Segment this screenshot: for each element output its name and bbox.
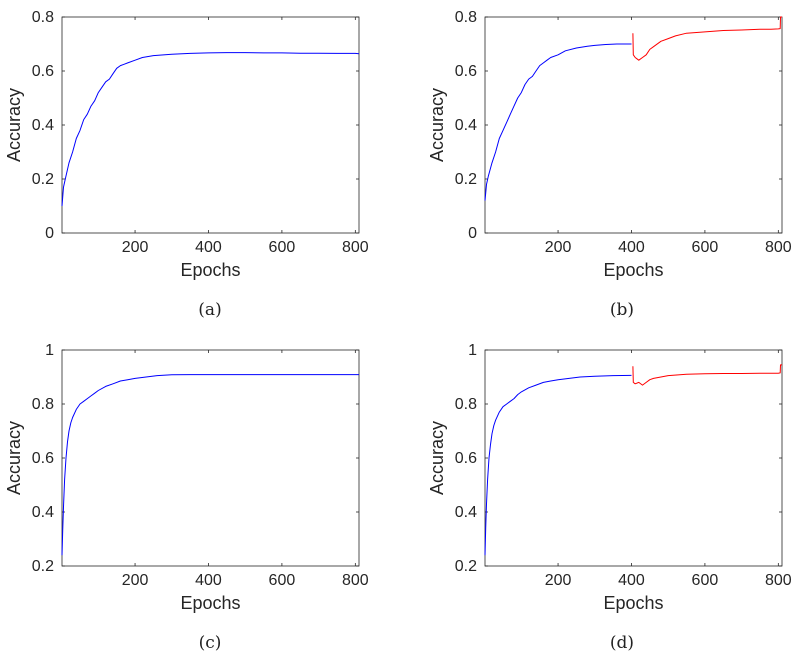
series-line-a-0 <box>61 52 360 207</box>
y-tick-label-c-0: 0.2 <box>32 558 54 575</box>
y-tick-label-d-2: 0.6 <box>455 450 477 467</box>
y-tick-label-a-0: 0 <box>45 225 54 242</box>
y-tick-label-d-1: 0.4 <box>455 504 477 521</box>
x-tick-label-a-2: 600 <box>269 239 296 256</box>
x-tick-label-a-3: 800 <box>342 239 369 256</box>
y-axis-label-d: Accuracy <box>427 421 447 495</box>
x-tick-label-a-1: 400 <box>195 239 222 256</box>
series-line-b-0 <box>484 43 632 201</box>
y-tick-label-b-0: 0 <box>468 225 477 242</box>
y-tick-label-b-1: 0.2 <box>455 171 477 188</box>
y-tick-label-c-1: 0.4 <box>32 504 54 521</box>
panel-d: 200 400 600 800 0.2 0.4 0.6 0.8 1 Epochs Accuracy <box>427 342 792 613</box>
y-tick-label-b-2: 0.4 <box>455 117 477 134</box>
axes-box-a <box>61 16 360 234</box>
y-tick-label-a-1: 0.2 <box>32 171 54 188</box>
panel-caption-d: (d) <box>609 633 635 653</box>
y-tick-label-a-4: 0.8 <box>32 9 54 26</box>
y-tick-label-c-3: 0.8 <box>32 396 54 413</box>
series-line-d-0 <box>484 374 632 556</box>
y-tick-label-b-3: 0.6 <box>455 63 477 80</box>
series-line-b-1 <box>632 16 782 61</box>
x-tick-label-d-3: 800 <box>765 572 792 589</box>
x-tick-label-b-3: 800 <box>765 239 792 256</box>
x-tick-label-c-3: 800 <box>342 572 369 589</box>
y-tick-label-c-4: 1 <box>45 342 54 359</box>
x-tick-label-d-2: 600 <box>692 572 719 589</box>
x-tick-label-a-0: 200 <box>122 239 149 256</box>
series-line-c-0 <box>61 374 359 556</box>
axes-box-c <box>61 349 360 567</box>
x-axis-label-b: Epochs <box>603 260 663 280</box>
y-tick-label-a-3: 0.6 <box>32 63 54 80</box>
panel-caption-b: (b) <box>609 300 635 320</box>
x-tick-label-c-2: 600 <box>269 572 296 589</box>
x-tick-label-d-1: 400 <box>618 572 645 589</box>
y-axis-label-a: Accuracy <box>4 88 24 162</box>
x-tick-label-b-0: 200 <box>545 239 572 256</box>
series-line-d-1 <box>632 364 782 386</box>
panel-b: 200 400 600 800 0 0.2 0.4 0.6 0.8 Epochs Accuracy <box>427 9 792 280</box>
y-tick-label-d-4: 1 <box>468 342 477 359</box>
x-tick-label-c-1: 400 <box>195 572 222 589</box>
y-tick-label-d-3: 0.8 <box>455 396 477 413</box>
x-tick-label-d-0: 200 <box>545 572 572 589</box>
y-tick-label-d-0: 0.2 <box>455 558 477 575</box>
y-tick-label-b-4: 0.8 <box>455 9 477 26</box>
x-tick-label-b-1: 400 <box>618 239 645 256</box>
panel-caption-c: (c) <box>198 633 222 653</box>
panel-a: 200 400 600 800 0 0.2 0.4 0.6 0.8 Epochs Accuracy <box>4 9 369 280</box>
y-tick-label-c-2: 0.6 <box>32 450 54 467</box>
x-tick-label-b-2: 600 <box>692 239 719 256</box>
panel-c: 200 400 600 800 0.2 0.4 0.6 0.8 1 Epochs Accuracy <box>4 342 369 613</box>
panel-caption-a: (a) <box>198 300 222 320</box>
x-axis-label-d: Epochs <box>603 593 663 613</box>
y-tick-label-a-2: 0.4 <box>32 117 54 134</box>
x-tick-label-c-0: 200 <box>122 572 149 589</box>
x-axis-label-c: Epochs <box>180 593 240 613</box>
y-axis-label-b: Accuracy <box>427 88 447 162</box>
y-axis-label-c: Accuracy <box>4 421 24 495</box>
x-axis-label-a: Epochs <box>180 260 240 280</box>
